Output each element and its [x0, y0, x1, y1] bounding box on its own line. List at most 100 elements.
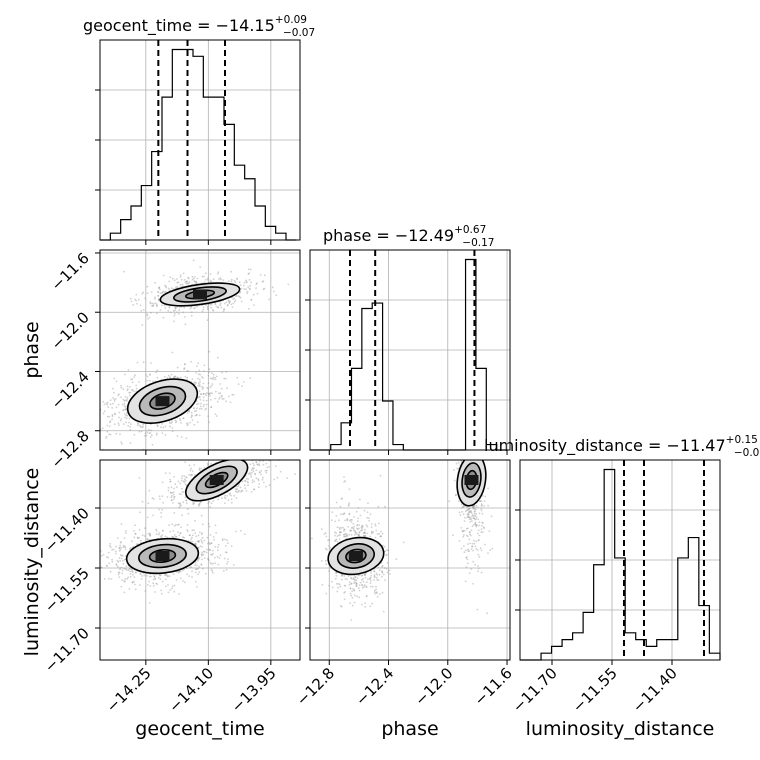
- sample-point: [358, 527, 360, 530]
- sample-point: [229, 300, 232, 303]
- sample-point: [453, 479, 456, 482]
- sample-point: [462, 422, 464, 424]
- sample-point: [200, 564, 203, 566]
- sample-point: [183, 367, 186, 370]
- sample-point: [195, 414, 198, 416]
- sample-point: [236, 488, 239, 491]
- sample-point: [351, 518, 353, 521]
- sample-point: [473, 506, 476, 509]
- sample-point: [197, 362, 200, 365]
- sample-point: [221, 395, 223, 398]
- sample-point: [138, 381, 140, 383]
- sample-point: [206, 386, 209, 389]
- x-tick-label: −11.70: [509, 664, 561, 716]
- sample-point: [339, 513, 342, 516]
- sample-point: [234, 488, 237, 490]
- sample-point: [348, 581, 351, 584]
- sample-point: [180, 577, 182, 580]
- sample-point: [464, 456, 466, 458]
- sample-point: [201, 310, 204, 313]
- sample-point: [264, 469, 267, 472]
- sample-point: [349, 530, 351, 532]
- sample-point: [206, 392, 208, 394]
- sample-point: [138, 529, 141, 531]
- sample-point: [476, 506, 479, 508]
- sample-point: [180, 422, 182, 424]
- sample-point: [467, 516, 470, 518]
- sample-point: [214, 397, 217, 400]
- sample-point: [255, 469, 258, 472]
- sample-point: [181, 514, 184, 517]
- density-peak: [464, 475, 479, 485]
- sample-point: [203, 370, 205, 372]
- sample-point: [273, 290, 275, 293]
- sample-point: [219, 554, 222, 556]
- sample-point: [173, 315, 176, 317]
- sample-point: [129, 386, 131, 388]
- sample-point: [128, 587, 131, 590]
- sample-point: [472, 505, 475, 508]
- sample-point: [116, 559, 119, 562]
- sample-point: [186, 524, 189, 526]
- sample-point: [205, 572, 207, 575]
- sample-point: [353, 578, 356, 581]
- sample-point: [146, 313, 149, 316]
- sample-point: [205, 551, 208, 554]
- sample-point: [168, 306, 171, 309]
- sample-point: [134, 532, 137, 535]
- sample-point: [205, 394, 208, 397]
- sample-point: [135, 299, 138, 302]
- sample-point: [465, 509, 468, 512]
- sample-point: [369, 535, 371, 538]
- sample-point: [358, 531, 361, 534]
- sample-point: [356, 528, 359, 531]
- sample-point: [479, 457, 481, 459]
- sample-point: [334, 577, 337, 580]
- sample-point: [457, 446, 459, 448]
- sample-point: [483, 527, 485, 529]
- sample-point: [369, 577, 372, 579]
- sample-point: [195, 568, 197, 571]
- sample-point: [178, 503, 181, 505]
- sample-point: [185, 502, 188, 505]
- sample-point: [367, 578, 369, 581]
- sample-point: [174, 375, 177, 378]
- sample-point: [344, 578, 347, 580]
- sample-point: [201, 275, 204, 278]
- sample-point: [361, 574, 364, 577]
- sample-point: [168, 376, 171, 378]
- sample-point: [359, 498, 361, 501]
- sample-point: [198, 467, 201, 469]
- sample-point: [164, 472, 167, 474]
- sample-point: [482, 526, 485, 529]
- sample-point: [351, 526, 354, 529]
- sample-point: [189, 307, 192, 310]
- sample-point: [188, 410, 191, 412]
- sample-point: [355, 585, 358, 588]
- sample-point: [465, 534, 468, 537]
- sample-point: [217, 271, 220, 273]
- sample-point: [468, 531, 471, 533]
- sample-point: [241, 490, 244, 492]
- sample-point: [213, 376, 216, 379]
- sample-point: [402, 541, 405, 544]
- sample-point: [186, 412, 189, 414]
- sample-point: [358, 524, 361, 526]
- sample-point: [373, 575, 376, 578]
- sample-point: [462, 434, 464, 436]
- sample-point: [183, 568, 185, 571]
- sample-point: [151, 304, 154, 307]
- sample-point: [330, 580, 333, 583]
- sample-point: [335, 572, 338, 574]
- sample-point: [462, 504, 465, 507]
- sample-point: [217, 306, 220, 309]
- sample-point: [194, 532, 197, 534]
- sample-point: [467, 535, 469, 538]
- sample-point: [467, 444, 469, 446]
- sample-point: [462, 426, 464, 428]
- sample-point: [94, 412, 96, 414]
- sample-point: [469, 534, 472, 537]
- sample-point: [243, 484, 246, 487]
- sample-point: [483, 505, 485, 507]
- sample-point: [212, 500, 215, 502]
